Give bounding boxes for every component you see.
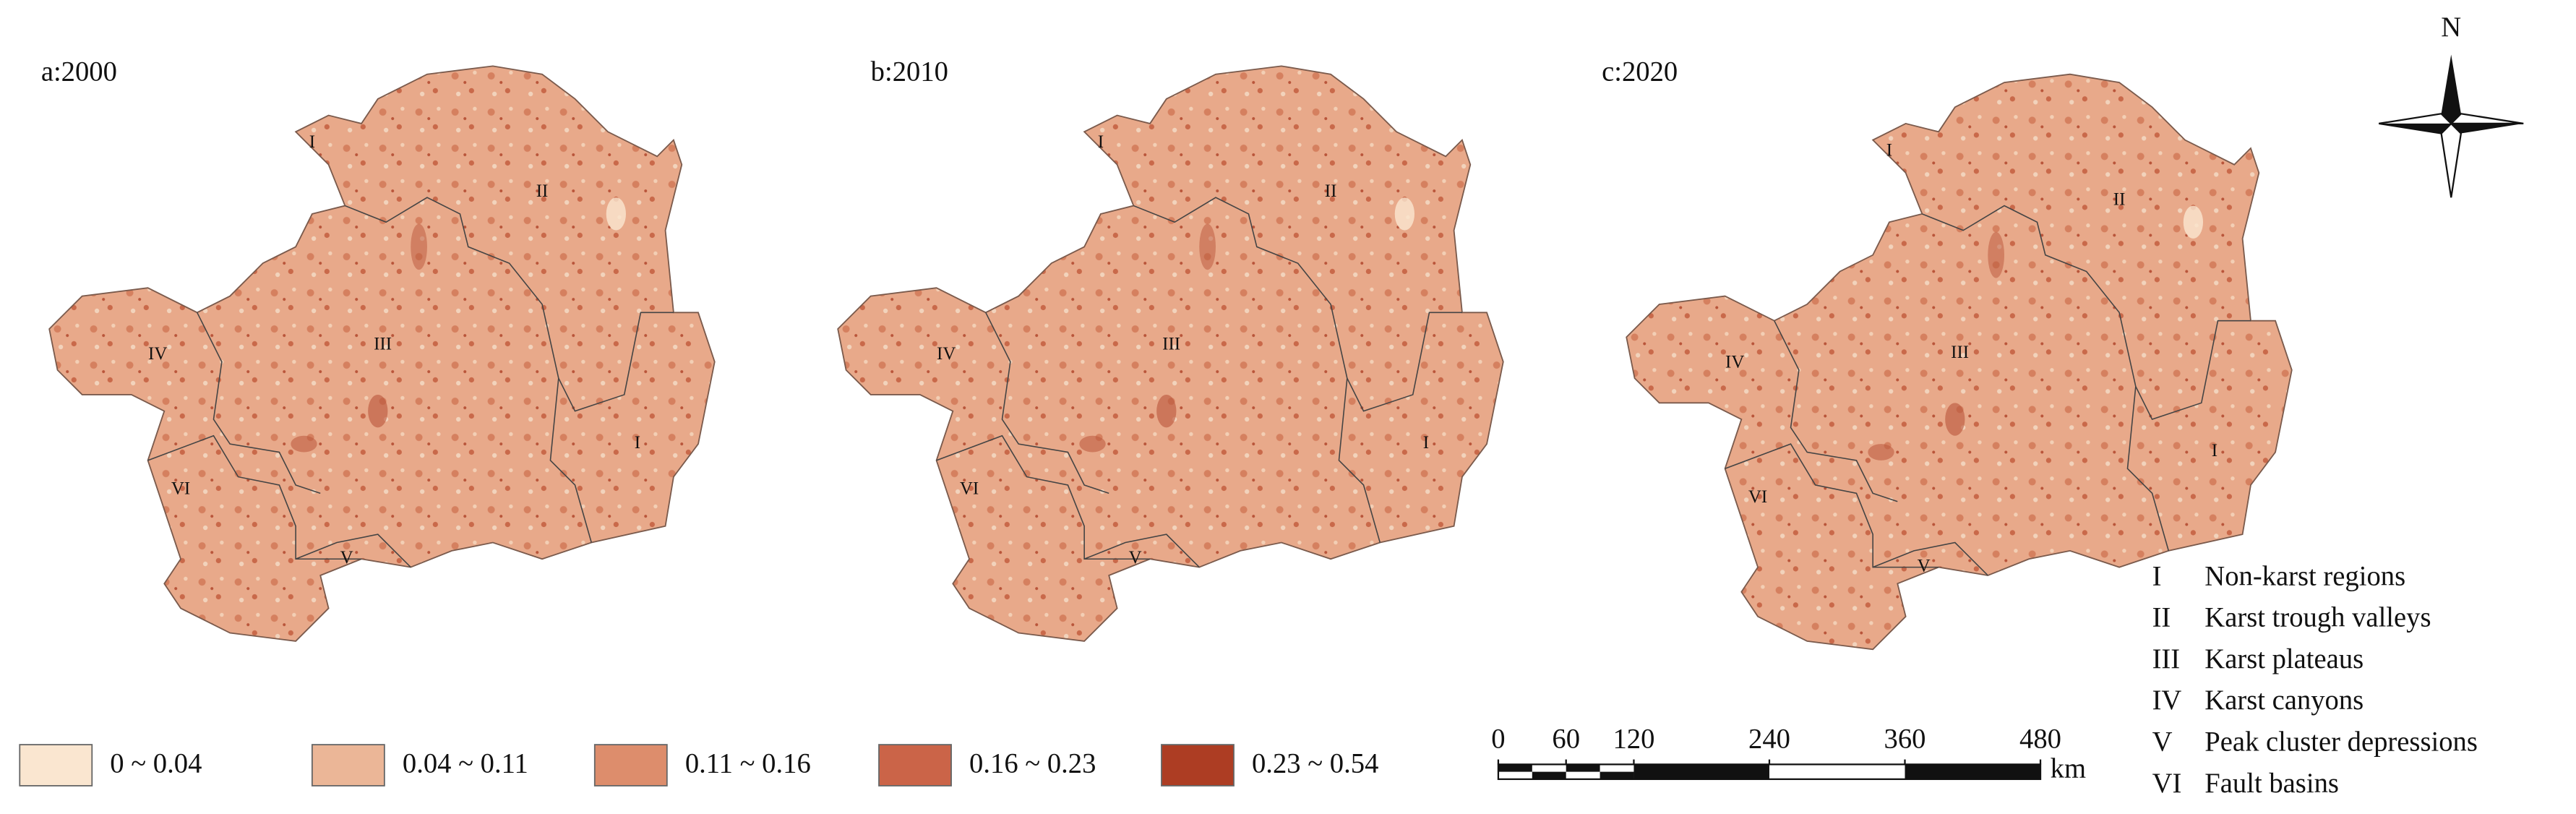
region-label: V [340, 548, 353, 567]
region-numeral: III [2152, 644, 2181, 674]
region-numeral: IV [2152, 685, 2182, 716]
region-label: III [1951, 343, 1969, 362]
region-name: Peak cluster depressions [2204, 727, 2478, 758]
region-label: VI [1748, 487, 1767, 507]
scale-segment [1633, 764, 1769, 779]
legend-label: 0.11 ~ 0.16 [685, 749, 811, 779]
scale-tick-label: 480 [2019, 724, 2061, 754]
region-label: I [635, 433, 640, 453]
scale-segment [1532, 771, 1566, 779]
legend-swatch [593, 744, 668, 787]
scale-tick-label: 240 [1748, 724, 1790, 754]
region-label: I [309, 132, 315, 152]
region-label: VI [171, 479, 190, 499]
scale-tick-label: 0 [1491, 724, 1505, 754]
region-numeral: I [2152, 561, 2162, 591]
region-label: V [1129, 548, 1142, 567]
region-name: Karst canyons [2204, 685, 2364, 716]
region-label: III [1162, 334, 1180, 354]
region-name: Fault basins [2204, 768, 2339, 799]
scale-segment [1905, 764, 2041, 779]
region-numeral: VI [2152, 768, 2182, 799]
legend-swatch [19, 744, 93, 787]
north-label: N [2441, 12, 2461, 43]
region-label: V [1918, 556, 1931, 575]
scale-segment [1498, 764, 1532, 772]
legend-label: 0.16 ~ 0.23 [969, 749, 1096, 779]
region-label: II [536, 181, 549, 201]
scale-tick-label: 360 [1884, 724, 1926, 754]
legend-label: 0.04 ~ 0.11 [403, 749, 528, 779]
region-label: IV [1725, 353, 1744, 372]
region-label: II [1325, 181, 1337, 201]
panel-title: a:2000 [41, 57, 117, 87]
region-name: Karst plateaus [2204, 644, 2364, 674]
scale-tick-label: 60 [1552, 724, 1580, 754]
legend-swatch [878, 744, 952, 787]
scale-unit: km [2051, 753, 2086, 784]
legend-swatch [311, 744, 385, 787]
region-label: I [1098, 132, 1104, 152]
region-name: Karst trough valleys [2204, 603, 2431, 633]
region-name: Non-karst regions [2204, 561, 2405, 591]
region-label: VI [960, 479, 979, 499]
region-label: IV [937, 344, 956, 364]
scale-tick-label: 120 [1613, 724, 1654, 754]
scale-segment [1566, 764, 1600, 772]
north-arrow [2379, 54, 2524, 198]
region-label: I [1423, 433, 1429, 453]
region-label: I [1886, 140, 1892, 160]
panel-title: c:2020 [1602, 57, 1678, 87]
legend-label: 0 ~ 0.04 [110, 749, 202, 779]
panel-title: b:2010 [871, 57, 948, 87]
region-label: II [2113, 189, 2126, 209]
region-label: IV [148, 344, 167, 364]
region-numeral: II [2152, 603, 2171, 633]
region-numeral: V [2152, 727, 2173, 758]
scale-segment [1600, 771, 1634, 779]
legend-swatch [1161, 744, 1235, 787]
region-label: III [374, 334, 392, 354]
legend-label: 0.23 ~ 0.54 [1252, 749, 1378, 779]
region-label: I [2212, 441, 2217, 460]
